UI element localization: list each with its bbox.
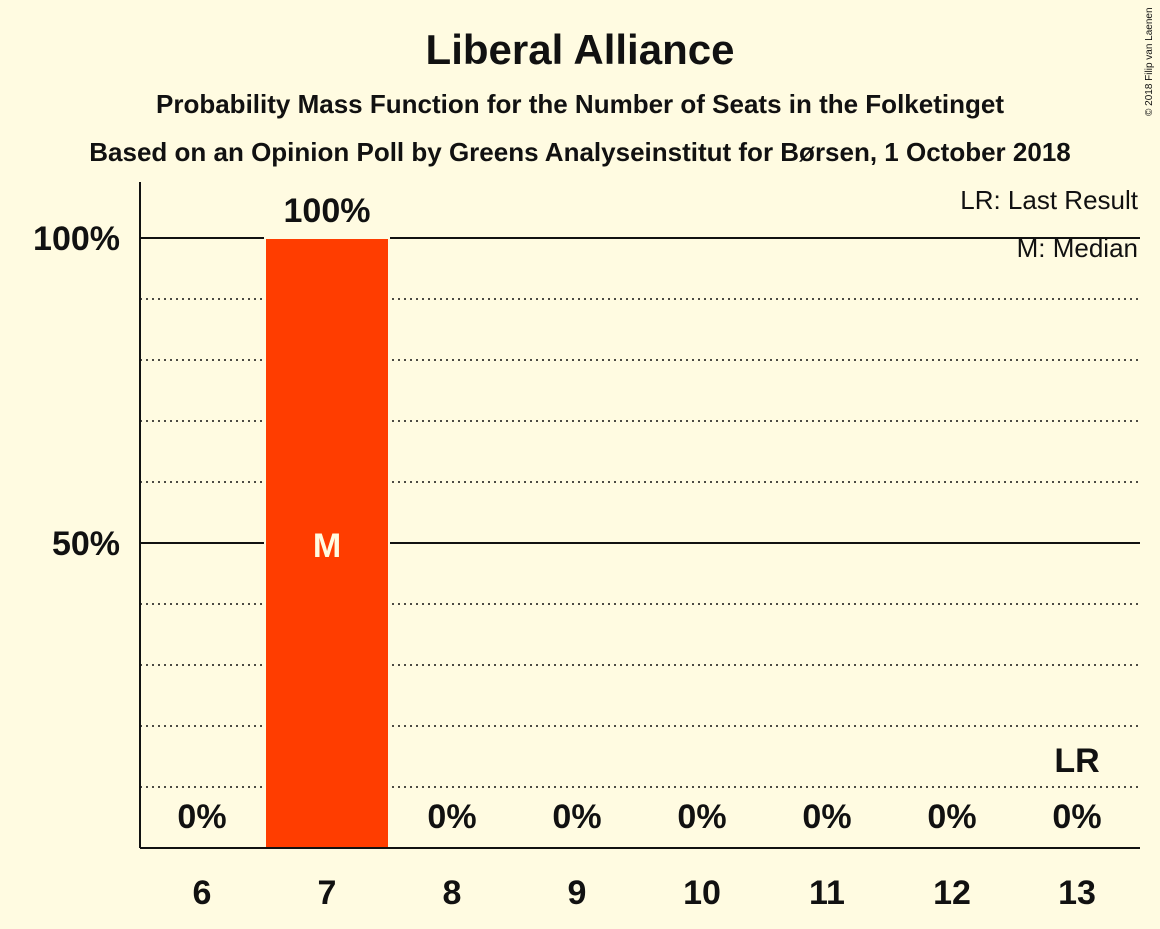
chart-source-note: Based on an Opinion Poll by Greens Analy… [89,137,1071,167]
bar-value-label: 0% [177,798,226,836]
labels: 0% 100% M 0% 0% 0% 0% 0% 0% LR [177,192,1101,836]
bar-value-label: 0% [677,798,726,836]
bars [264,237,390,849]
bar-value-label: 100% [284,192,371,230]
bar-value-label: 0% [552,798,601,836]
gridlines [140,237,1140,788]
bar-value-label: 0% [802,798,851,836]
median-marker: M [313,527,341,565]
x-tick-label: 7 [318,874,337,912]
bar-seats-7 [264,237,390,849]
last-result-marker: LR [1054,742,1099,780]
x-tick-label: 12 [933,874,971,912]
chart-title: Liberal Alliance [426,26,735,73]
chart-subtitle: Probability Mass Function for the Number… [156,89,1004,119]
bar-value-label: 0% [1052,798,1101,836]
x-tick-label: 11 [809,874,845,912]
axes: 50% 100% 6 7 8 9 10 11 12 13 [33,182,1140,912]
bar-value-label: 0% [927,798,976,836]
x-tick-label: 13 [1058,874,1096,912]
x-tick-label: 10 [683,874,721,912]
x-tick-label: 6 [193,874,212,912]
bar-value-label: 0% [427,798,476,836]
x-tick-label: 9 [568,874,587,912]
x-tick-label: 8 [443,874,462,912]
legend-last-result: LR: Last Result [960,185,1139,215]
y-tick-label: 50% [52,525,120,563]
y-tick-label: 100% [33,220,120,258]
copyright-note: © 2018 Filip van Laenen [1144,7,1155,116]
